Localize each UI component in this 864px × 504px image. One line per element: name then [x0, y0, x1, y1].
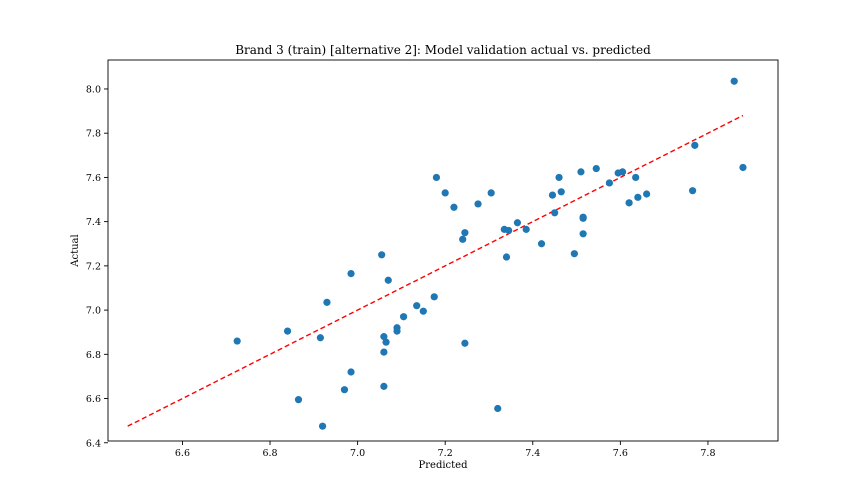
- y-tick-label: 7.6: [86, 173, 101, 184]
- data-point: [634, 193, 642, 201]
- data-point: [378, 251, 386, 259]
- y-tick-label: 6.8: [86, 350, 101, 361]
- data-point: [502, 253, 511, 261]
- data-point: [283, 327, 292, 335]
- data-point: [461, 339, 469, 347]
- data-point: [505, 226, 513, 235]
- data-point: [461, 229, 469, 237]
- data-point: [632, 173, 640, 182]
- y-tick-label: 7.4: [86, 217, 101, 228]
- data-point: [643, 190, 651, 198]
- x-tick-label: 7.2: [438, 448, 453, 459]
- y-tick-label: 6.6: [86, 394, 101, 405]
- data-point: [557, 188, 565, 196]
- y-axis-label: Actual: [70, 234, 81, 267]
- plot-frame: [107, 59, 779, 442]
- x-axis-label: Predicted: [419, 460, 469, 471]
- data-point: [430, 293, 438, 301]
- data-point: [432, 173, 441, 182]
- reference-line-layer: [127, 114, 744, 427]
- data-point: [384, 276, 392, 284]
- data-point: [294, 396, 303, 404]
- data-point: [380, 333, 388, 341]
- points-layer: [233, 77, 747, 430]
- data-point: [537, 240, 546, 248]
- data-point: [347, 368, 355, 376]
- data-point: [618, 168, 627, 176]
- x-tick-label: 7.8: [700, 448, 715, 459]
- y-tick-label: 7.2: [86, 261, 101, 272]
- data-point: [730, 77, 738, 85]
- data-point: [399, 313, 408, 321]
- data-point: [340, 386, 349, 394]
- data-point: [513, 219, 522, 227]
- data-point: [548, 191, 557, 199]
- data-point: [474, 200, 482, 208]
- data-point: [625, 199, 633, 207]
- data-point: [487, 189, 495, 197]
- data-point: [380, 382, 388, 390]
- x-tick-label: 7.4: [525, 448, 540, 459]
- data-point: [323, 298, 331, 306]
- y-tick-label: 7.8: [86, 129, 101, 140]
- ideal-fit-line: [127, 114, 744, 427]
- data-point: [347, 270, 355, 278]
- y-tick-label: 6.4: [86, 438, 101, 449]
- data-point: [605, 179, 614, 187]
- data-point: [450, 203, 458, 211]
- data-point: [689, 187, 697, 195]
- data-point: [494, 404, 502, 413]
- data-point: [522, 225, 530, 233]
- x-tick-label: 7.0: [350, 448, 365, 459]
- data-point: [555, 173, 563, 182]
- data-point: [380, 348, 388, 356]
- data-point: [413, 302, 421, 310]
- data-point: [577, 168, 585, 176]
- x-axis-ticks: 6.6 6.8 7.0 7.2 7.4 7.6 7.8: [175, 441, 715, 459]
- data-point: [551, 209, 559, 217]
- data-point: [579, 213, 587, 221]
- data-point: [318, 422, 327, 430]
- y-axis-ticks: 6.4 6.6 6.8 7.0 7.2 7.4 7.6 7.8 8.0: [86, 84, 108, 449]
- data-point: [393, 327, 401, 335]
- data-point: [233, 337, 241, 345]
- y-tick-label: 8.0: [86, 84, 101, 95]
- data-point: [592, 164, 600, 173]
- data-point: [691, 141, 699, 149]
- data-point: [316, 334, 324, 342]
- chart-title: Brand 3 (train) [alternative 2]: Model v…: [235, 43, 651, 57]
- data-point: [570, 250, 578, 258]
- data-point: [382, 338, 390, 346]
- x-tick-label: 7.6: [613, 448, 628, 459]
- x-tick-label: 6.8: [262, 448, 277, 459]
- data-point: [579, 230, 587, 238]
- x-tick-label: 6.6: [175, 448, 190, 459]
- data-point: [739, 163, 747, 172]
- y-tick-label: 7.0: [86, 306, 101, 317]
- data-point: [459, 235, 467, 243]
- data-point: [419, 307, 427, 315]
- data-point: [441, 189, 449, 197]
